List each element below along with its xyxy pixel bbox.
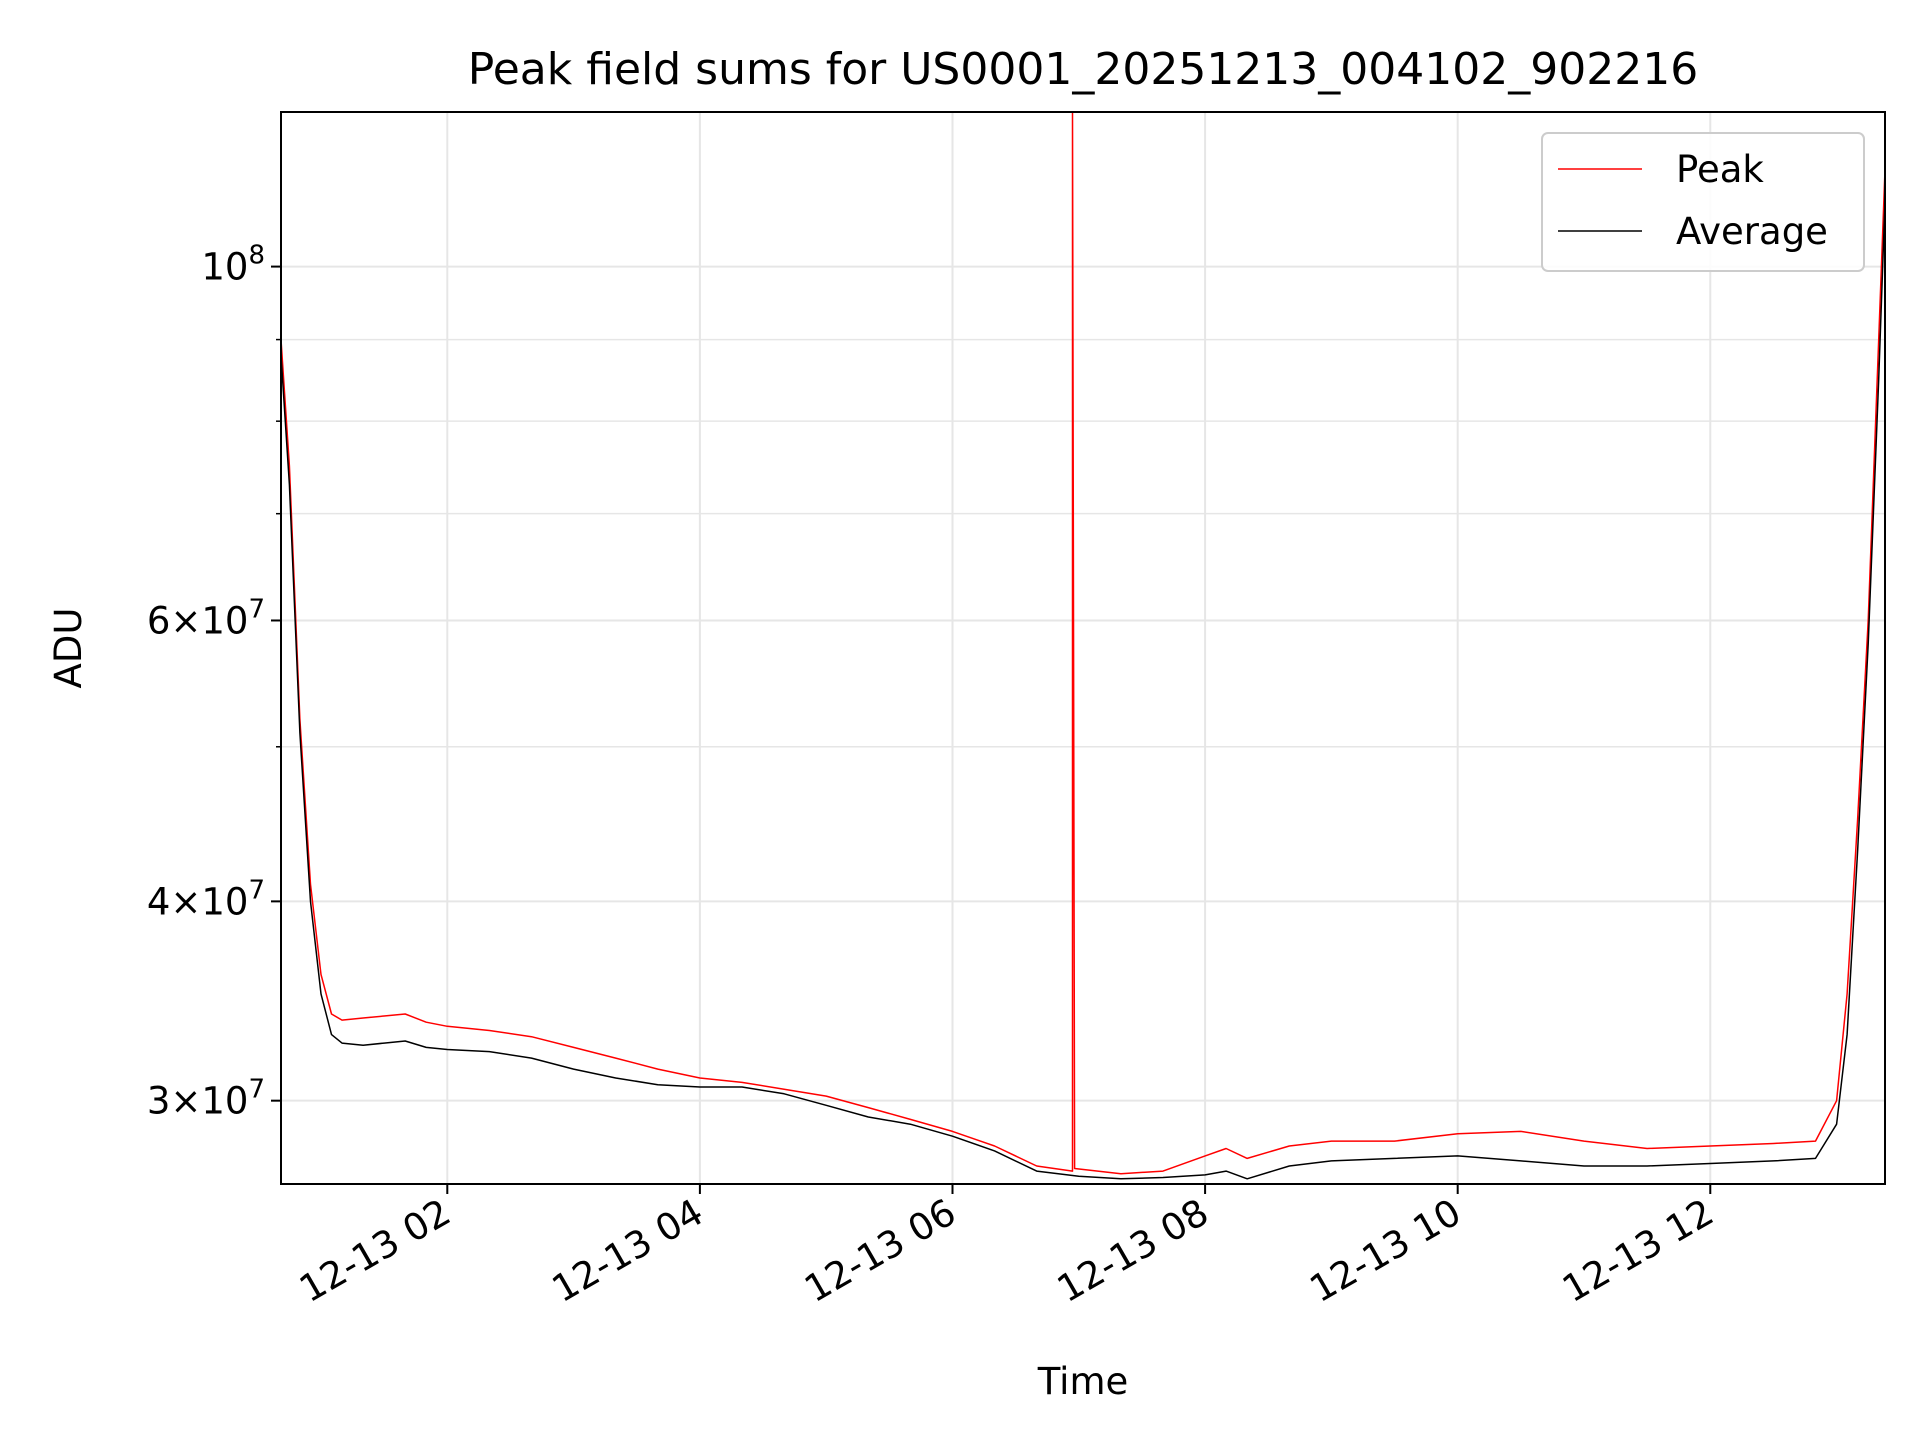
y-tick-label: 6×107 xyxy=(147,594,265,642)
y-axis: 108 6×107 4×107 3×107 xyxy=(147,241,281,1123)
series-line-peak xyxy=(280,111,1886,1175)
legend-box xyxy=(1541,132,1865,272)
legend: Peak Average xyxy=(1541,132,1865,272)
x-axis-label: Time xyxy=(1037,1360,1129,1403)
y-axis-label: ADU xyxy=(47,608,90,689)
series-line-average xyxy=(280,200,1886,1180)
y-tick-label: 3×107 xyxy=(147,1075,265,1123)
axes-frame xyxy=(280,111,1886,1185)
legend-label-peak: Peak xyxy=(1676,148,1764,191)
plot-area xyxy=(280,111,1886,1180)
legend-label-average: Average xyxy=(1676,210,1828,253)
y-tick-label: 4×107 xyxy=(147,875,265,923)
chart-title: Peak field sums for US0001_20251213_0041… xyxy=(468,44,1698,95)
y-tick-label: 108 xyxy=(201,241,265,289)
